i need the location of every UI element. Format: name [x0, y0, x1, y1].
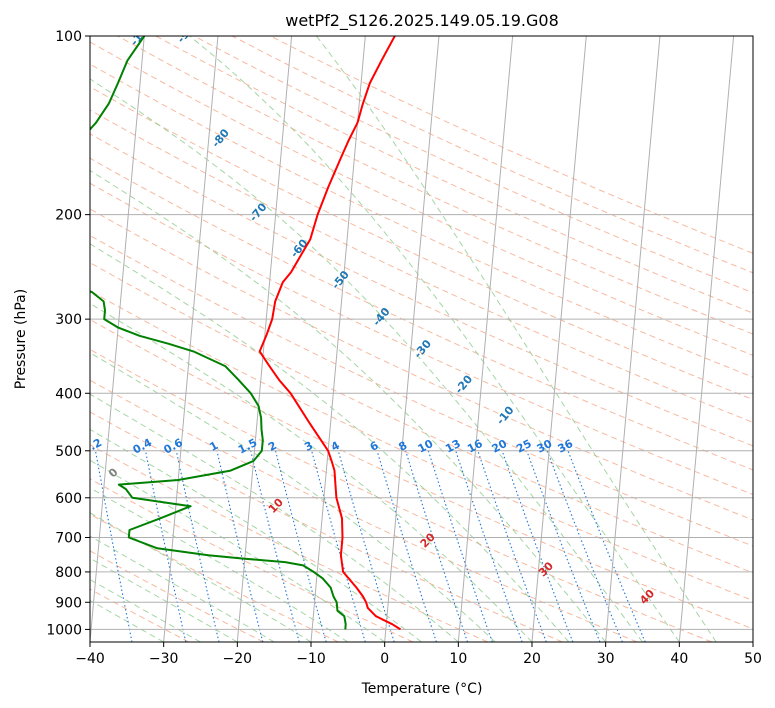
mixing-ratio-line	[250, 450, 300, 642]
isotherm	[310, 36, 366, 642]
theta-label: -90	[174, 22, 197, 46]
mixing-ratio-line	[427, 450, 493, 642]
temperature-line	[258, 36, 402, 631]
isotherm	[384, 36, 440, 642]
x-tick-label: −40	[75, 651, 105, 667]
mixing-ratio-line	[94, 450, 133, 642]
mixing-ratio-label: 16	[465, 437, 485, 456]
mixing-ratio-label: 13	[443, 437, 463, 456]
dry-adiabat	[90, 182, 753, 496]
x-tick-label: 20	[523, 651, 541, 667]
mixing-ratio-line	[526, 450, 601, 642]
mixing-ratio-line	[175, 450, 220, 642]
y-tick-label: 200	[55, 208, 82, 224]
isotherm	[457, 36, 514, 642]
mixing-ratio-label: 30	[535, 437, 555, 456]
mixing-ratio-line	[405, 450, 469, 642]
mixing-ratio-line	[546, 450, 623, 642]
moist-adiabat	[90, 557, 238, 642]
y-tick-label: 500	[55, 444, 82, 460]
y-tick-label: 1000	[46, 622, 82, 638]
dry-adiabat	[90, 157, 753, 471]
isotherm	[531, 36, 587, 642]
y-tick-label: 700	[55, 531, 82, 547]
dry-adiabat	[90, 234, 753, 547]
dry-adiabat	[90, 319, 753, 630]
x-tick-label: 50	[744, 651, 762, 667]
moist-adiabat	[90, 352, 496, 642]
moist-adiabat	[189, 36, 680, 642]
profile-series	[90, 36, 402, 631]
plot-frame	[89, 35, 754, 643]
moist-adiabat	[90, 243, 570, 642]
mixing-ratio-label: 25	[514, 437, 534, 456]
dry-adiabat	[90, 444, 488, 642]
x-tick-label: 30	[597, 651, 615, 667]
dry-adiabat	[155, 36, 753, 314]
isotherm	[163, 36, 219, 642]
mixing-ratio-line	[477, 450, 547, 642]
dry-adiabat	[117, 36, 753, 335]
y-tick-label: 600	[55, 491, 82, 507]
mixing-ratio-line	[274, 450, 327, 642]
mixing-ratio-line	[455, 450, 523, 642]
moist-adiabat	[90, 393, 459, 642]
x-tick-label: 40	[670, 651, 688, 667]
mixing-ratio-label: 20	[490, 437, 510, 456]
mixing-ratio-line	[501, 450, 574, 642]
mixing-ratio-label: 36	[556, 437, 576, 456]
dewpoint-line	[90, 36, 347, 630]
isotherm	[678, 36, 735, 642]
chart-title: wetPf2_S126.2025.149.05.19.G08	[285, 11, 559, 31]
mixing-ratio-label: 10	[416, 437, 436, 456]
axes: −40 −30 −20 −10 0 10 20 30 40 50 100 200 300 400 500 60…	[46, 29, 762, 667]
y-tick-label: 100	[55, 29, 82, 45]
y-axis-label: Pressure (hPa)	[13, 289, 29, 389]
mixing-ratio-line	[144, 450, 187, 642]
dry-adiabat	[90, 348, 712, 642]
moist-adiabat	[90, 459, 385, 642]
moist-adiabat	[316, 36, 717, 642]
mixing-ratio-line	[216, 450, 264, 642]
y-tick-label: 800	[55, 565, 82, 581]
background-lines	[90, 36, 753, 642]
dry-adiabat	[90, 133, 753, 447]
dry-adiabat	[90, 86, 753, 401]
x-tick-label: −10	[296, 651, 326, 667]
y-tick-label: 900	[55, 595, 82, 611]
isotherm	[605, 36, 661, 642]
mixing-ratio-line	[376, 450, 437, 642]
x-axis-label: Temperature (°C)	[361, 681, 483, 697]
moist-adiabat	[90, 78, 643, 642]
moist-adiabat	[90, 535, 275, 642]
dry-adiabat	[90, 550, 264, 642]
x-tick-label: 0	[380, 651, 389, 667]
x-tick-label: 10	[449, 651, 467, 667]
dry-adiabat	[90, 63, 753, 378]
moist-adiabat	[90, 578, 201, 642]
dry-adiabat	[90, 208, 753, 521]
y-tick-label: 300	[55, 312, 82, 328]
y-tick-label: 400	[55, 386, 82, 402]
x-tick-label: −20	[223, 651, 253, 667]
moist-adiabat	[90, 169, 607, 642]
x-tick-label: −30	[149, 651, 179, 667]
dry-adiabat	[90, 411, 563, 642]
dry-adiabat	[90, 513, 339, 642]
isotherm	[90, 36, 145, 642]
